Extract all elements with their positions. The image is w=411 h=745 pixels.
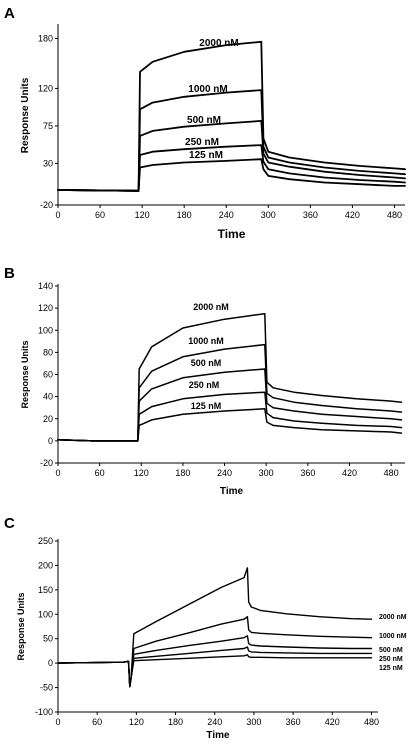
panel-b-x-tick-label: 60	[95, 468, 105, 478]
panel-b-series-label: 250 nM	[189, 380, 220, 390]
panel-c-x-axis-title: Time	[206, 730, 230, 741]
panel-b-series-label: 2000 nM	[193, 302, 229, 312]
panel-a-x-tick-label: 480	[387, 210, 402, 220]
panel-c-series-label: 500 nM	[379, 647, 403, 654]
panel-a-x-tick-label: 420	[345, 210, 360, 220]
panel-b-series-label: 1000 nM	[188, 336, 224, 346]
panel-b-chart: B0 60 120 180 240 300 360 420 480-20020406080100…	[4, 265, 405, 497]
panel-c-y-tick-label: 0	[48, 658, 53, 668]
panel-b-y-tick-label: 0	[48, 436, 53, 446]
panel-c-y-tick-label: 250	[38, 536, 53, 546]
panel-b-series-label: 125 nM	[191, 401, 222, 411]
panel-c-x-tick-label: 0	[55, 717, 60, 727]
panel-b-x-tick-label: 240	[217, 468, 232, 478]
panel-c-x-tick-label: 300	[246, 717, 261, 727]
panel-b-x-tick-label: 120	[134, 468, 149, 478]
panel-b-y-tick-label: 80	[43, 347, 53, 357]
panel-a-x-tick-label: 300	[261, 210, 276, 220]
panel-b-series-2000-nm	[57, 312, 403, 442]
panel-b-y-tick-label: 100	[38, 325, 53, 335]
panel-a-series-500-nm	[57, 120, 406, 192]
panel-a-x-tick-label: 60	[95, 210, 105, 220]
panel-b-x-tick-label: 480	[384, 468, 399, 478]
panel-a-y-tick-label: 120	[38, 83, 53, 93]
panel-c-x-tick-label: 420	[325, 717, 340, 727]
panel-a-series-label: 250 nM	[185, 137, 219, 148]
panel-b-y-tick-label: 20	[43, 414, 53, 424]
panel-a-x-axis-title: Time	[218, 227, 246, 241]
panel-c-x-tick-label: 480	[364, 717, 379, 727]
panel-b-y-tick-label: 140	[38, 281, 53, 291]
panel-b-y-tick-label: 60	[43, 370, 53, 380]
panel-c-y-axis-title: Response Units	[16, 592, 26, 660]
panel-a-series-125-nm	[57, 158, 406, 192]
panel-a-series-label: 500 nM	[187, 115, 221, 126]
panel-c-series-label: 1000 nM	[379, 633, 407, 640]
panel-a-series-250-nm	[57, 144, 406, 192]
panel-c-series-label: 2000 nM	[379, 614, 407, 621]
panel-c-y-tick-label: 200	[38, 560, 53, 570]
panel-c-series-label: 250 nM	[379, 656, 403, 663]
panel-c-series-125-nm	[57, 654, 373, 688]
panel-b-x-tick-label: 420	[342, 468, 357, 478]
panel-b-y-tick-label: 120	[38, 303, 53, 313]
panel-a-x-tick-label: 360	[303, 210, 318, 220]
panel-b-y-axis-title: Response Units	[20, 340, 30, 408]
panel-a-y-tick-label: 30	[43, 158, 53, 168]
panel-c-series-250-nm	[57, 646, 373, 688]
panel-b-x-tick-label: 300	[259, 468, 274, 478]
panel-a-series-2000-nm	[57, 40, 406, 192]
panel-b-x-axis-title: Time	[220, 486, 244, 497]
panel-c-y-tick-label: 100	[38, 609, 53, 619]
panel-c-x-tick-label: 60	[92, 717, 102, 727]
panel-b-x-tick-label: 180	[175, 468, 190, 478]
panel-b-y-tick-label: 40	[43, 392, 53, 402]
panel-c-y-tick-label: -50	[40, 683, 53, 693]
panel-a-series-1000-nm	[57, 89, 406, 192]
panel-a-y-tick-label: 180	[38, 33, 53, 43]
panel-a-chart: A 0 60 120 180 240 300 360 420 480 -20 30 75 120 180 Ti…	[4, 5, 406, 241]
panel-a-x-tick-label: 0	[55, 210, 60, 220]
panel-a-x-tick-label: 240	[219, 210, 234, 220]
panel-a-x-tick-label: 180	[177, 210, 192, 220]
panel-a-y-tick-label: -20	[40, 200, 53, 210]
panel-c-y-tick-label: 50	[43, 634, 53, 644]
panel-c-x-tick-label: 180	[168, 717, 183, 727]
panel-c-series-label: 125 nM	[379, 665, 403, 672]
panel-c-y-tick-label: 150	[38, 585, 53, 595]
panel-a-y-tick-label: 75	[43, 121, 53, 131]
panel-c-letter: C	[4, 515, 15, 532]
panel-c-x-tick-label: 360	[286, 717, 301, 727]
panel-a-series-label: 2000 nM	[199, 38, 238, 49]
panel-b-x-tick-label: 360	[300, 468, 315, 478]
panel-a-series-label: 1000 nM	[188, 84, 227, 95]
panel-c-x-tick-label: 240	[207, 717, 222, 727]
panel-b-series-1000-nm	[57, 343, 403, 442]
panel-b-letter: B	[4, 265, 15, 282]
panel-a-series-label: 125 nM	[189, 150, 223, 161]
panel-a-x-tick-label: 120	[135, 210, 150, 220]
panel-b-series-label: 500 nM	[191, 358, 222, 368]
panel-b-series-125-nm	[57, 408, 403, 442]
panel-b-x-tick-label: 0	[55, 468, 60, 478]
panel-c-series-2000-nm	[57, 567, 373, 688]
panel-c-x-tick-label: 120	[129, 717, 144, 727]
panel-c-series-500-nm	[57, 635, 373, 688]
panel-b-y-tick-label: -20	[40, 458, 53, 468]
panel-c-y-tick-label: -100	[35, 707, 53, 717]
panel-a-y-axis-title: Response Units	[20, 77, 31, 153]
panel-c-chart: C 0 60 120 180 240 300 360 420 480 -100 -50 0 50 100 15…	[4, 515, 407, 741]
panel-a-letter: A	[4, 5, 15, 22]
